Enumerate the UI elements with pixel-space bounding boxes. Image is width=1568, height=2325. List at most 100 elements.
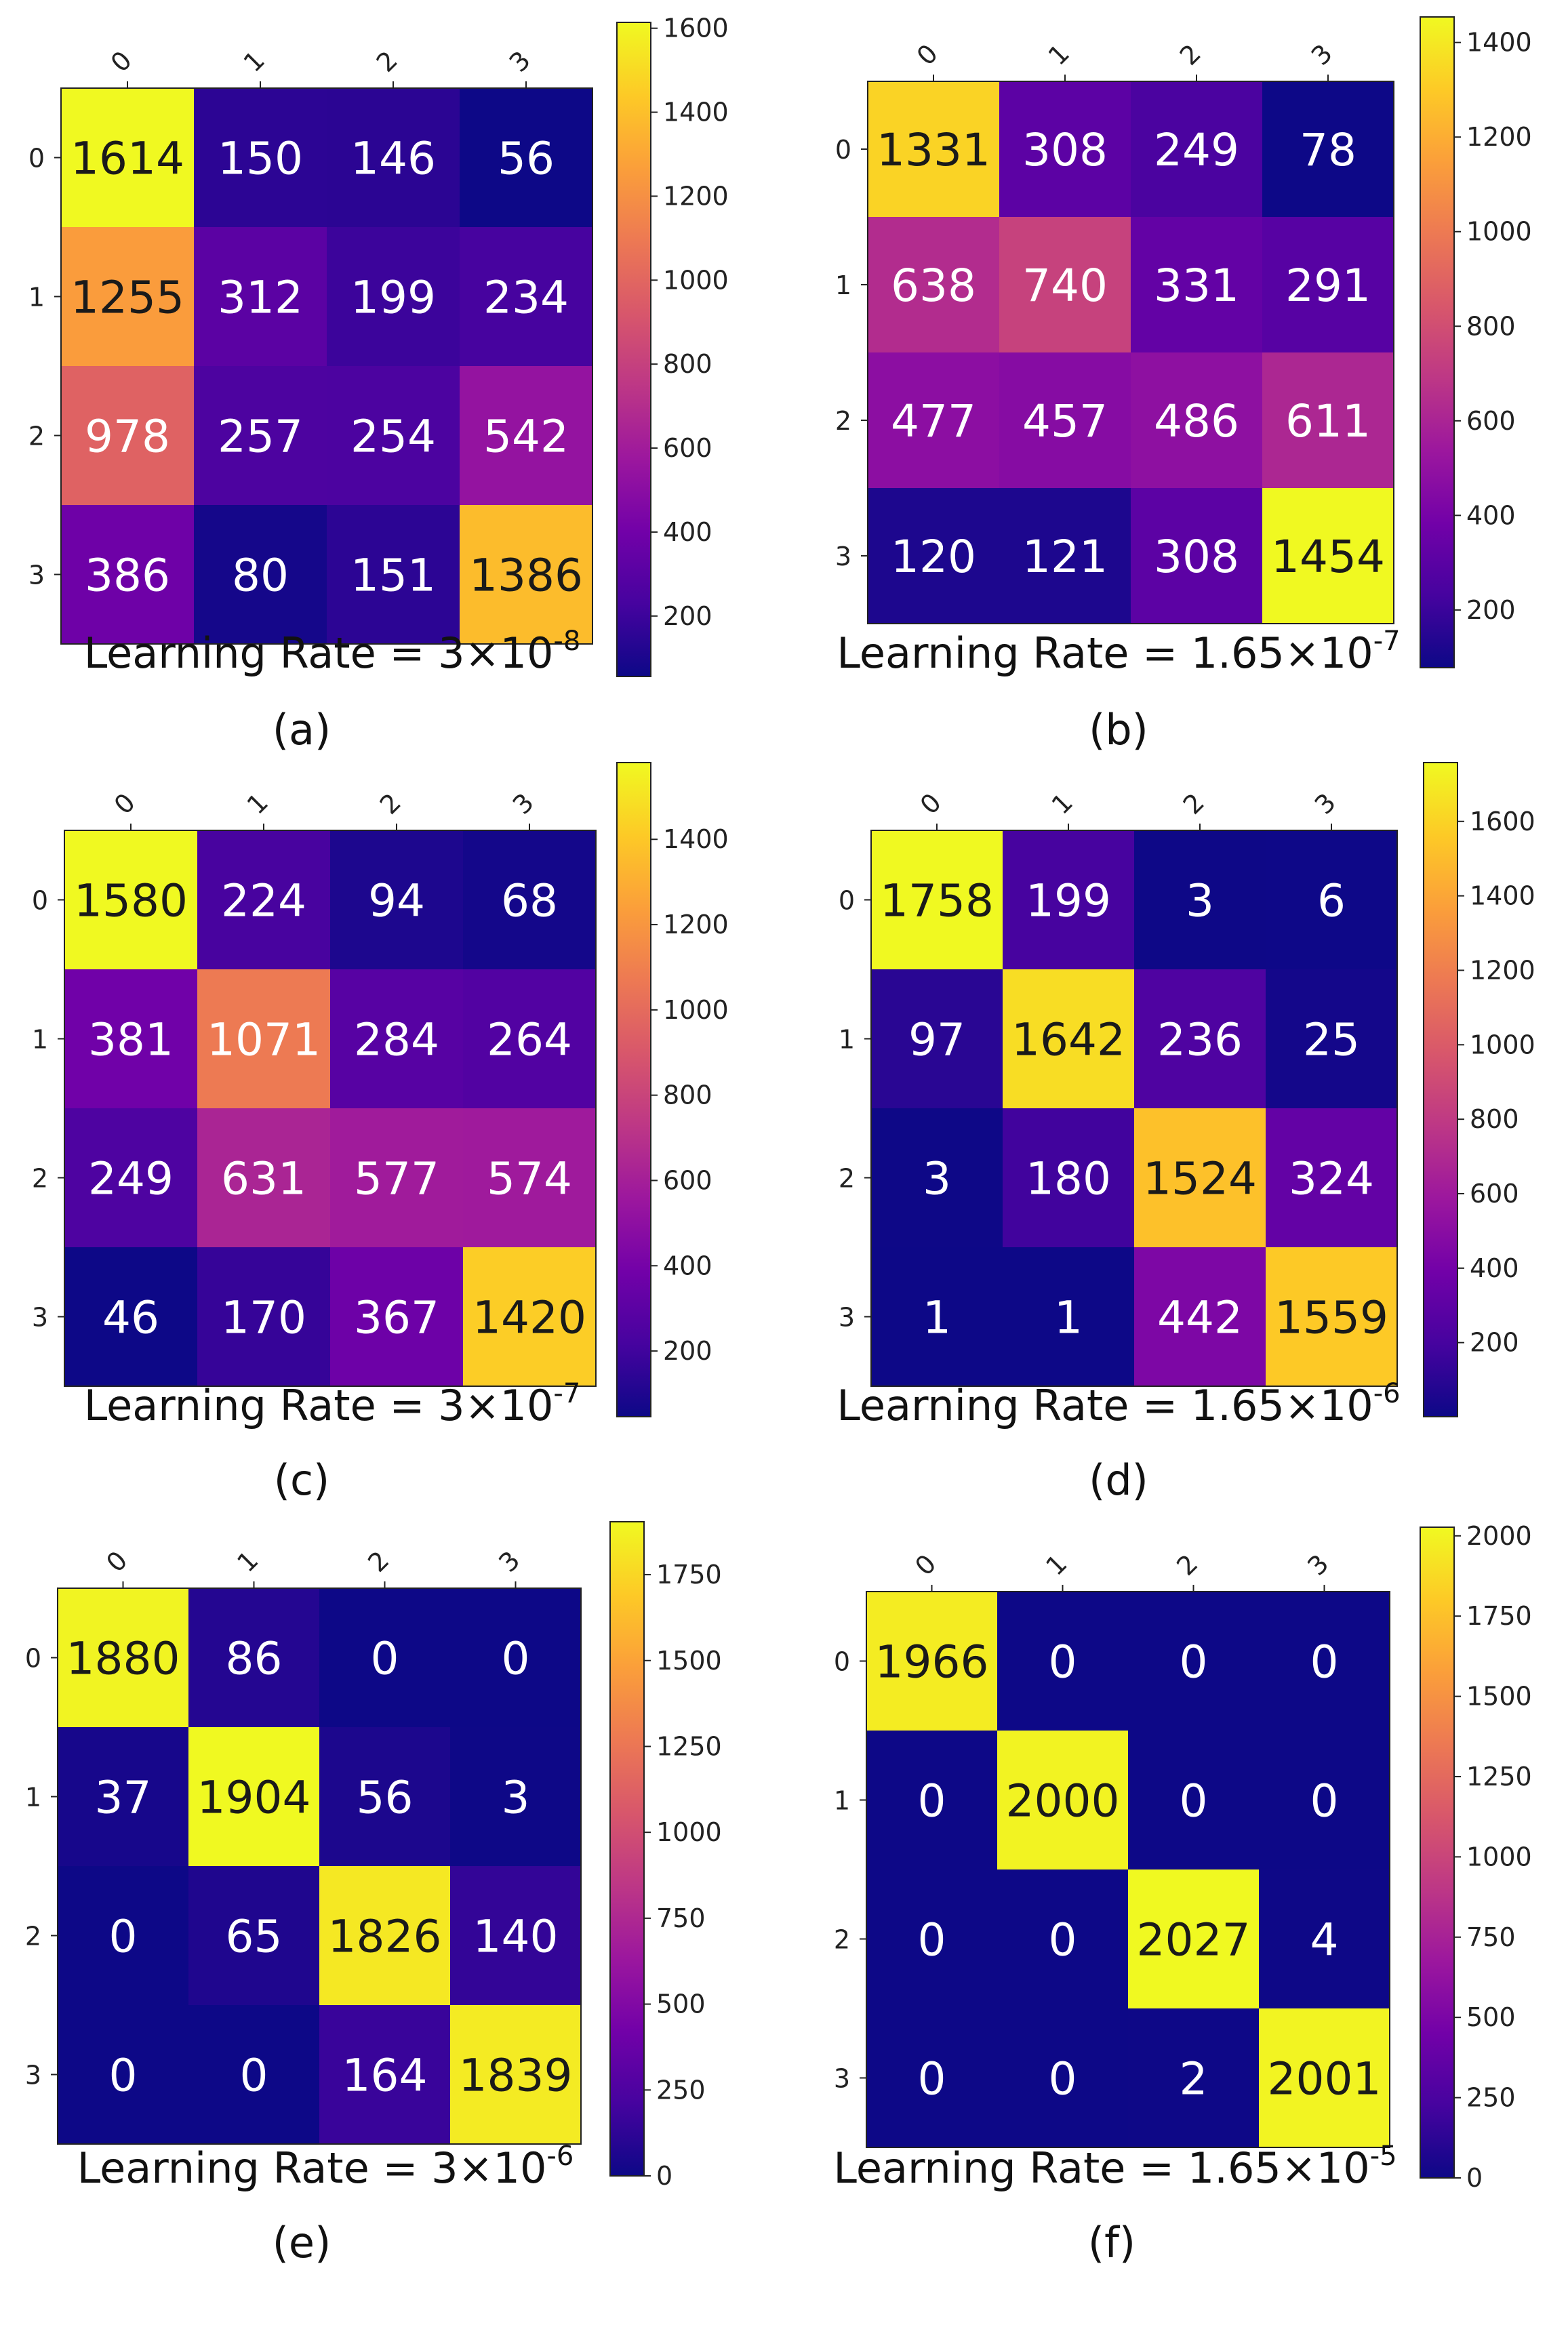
matrix-cell — [188, 1866, 320, 2006]
cell-value: 236 — [1157, 1014, 1243, 1066]
caption: Learning Rate = 3×10-7 — [84, 1378, 581, 1430]
cell-value: 1839 — [459, 2050, 573, 2102]
cell-value: 151 — [350, 550, 436, 602]
cell-value: 0 — [109, 2050, 138, 2102]
colorbar-tick-label: 1500 — [656, 1646, 722, 1676]
colorbar — [1423, 762, 1458, 1417]
x-tick-label: 0 — [914, 788, 947, 820]
matrix-cell — [463, 1247, 597, 1387]
x-tick-label: 2 — [362, 1545, 395, 1578]
cell-value: 1642 — [1011, 1014, 1125, 1066]
matrix-cell — [463, 1108, 597, 1248]
colorbar-tick-label: 1000 — [663, 995, 729, 1025]
matrix-cell — [58, 1727, 189, 1867]
cell-value: 0 — [371, 1633, 399, 1685]
panel-d: 1758 199 3 6 97 1642 236 25 3 180 1524 324 1 1 442 1559… — [837, 762, 1535, 1505]
matrix-cell — [319, 1727, 451, 1867]
caption-text: Learning Rate = 1.65×10 — [833, 2143, 1369, 2193]
colorbar — [1420, 1527, 1455, 2179]
colorbar-tick-label: 1000 — [663, 265, 729, 295]
colorbar — [616, 762, 651, 1417]
matrix-cell — [868, 352, 1000, 489]
cell-value: 1420 — [473, 1292, 586, 1344]
x-tick-label: 2 — [1174, 39, 1207, 71]
x-tick-label: 2 — [374, 788, 407, 820]
panel-label: (e) — [273, 2218, 331, 2267]
matrix-cell — [58, 2005, 189, 2145]
panel-label: (b) — [1089, 705, 1148, 754]
caption-text: Learning Rate = 1.65×10 — [837, 1381, 1373, 1430]
matrix-cell — [1131, 81, 1263, 218]
x-tick-label: 3 — [504, 45, 536, 78]
caption-text: Learning Rate = 3×10 — [84, 1381, 554, 1430]
matrix-cell — [1259, 1731, 1390, 1870]
matrix-cell — [1262, 352, 1394, 489]
y-tick-label: 2 — [25, 1922, 41, 1952]
matrix-cell — [194, 227, 327, 367]
colorbar-tick-label: 1400 — [663, 824, 729, 854]
panel-c: 1580 224 94 68 381 1071 284 264 249 631 577 574 46 17… — [32, 762, 729, 1505]
matrix-cell — [197, 830, 331, 970]
matrix-cell — [1259, 2008, 1390, 2148]
y-tick-label: 0 — [834, 1647, 850, 1677]
matrix-cell — [1131, 352, 1263, 489]
cell-value: 68 — [501, 875, 558, 927]
colorbar-tick-label: 600 — [1470, 1179, 1519, 1209]
matrix-cell — [1266, 969, 1398, 1109]
cell-value: 25 — [1303, 1014, 1360, 1066]
matrix-cell — [866, 1592, 998, 1731]
matrix-cell — [868, 488, 1000, 624]
matrix-cell — [1003, 1108, 1135, 1248]
y-tick-label: 0 — [835, 135, 851, 165]
cell-value: 577 — [354, 1153, 439, 1205]
cell-value: 631 — [221, 1153, 306, 1205]
matrix-cell — [330, 1247, 464, 1387]
matrix-cell — [1134, 1247, 1266, 1387]
cell-value: 120 — [891, 531, 976, 583]
cell-value: 264 — [487, 1014, 572, 1066]
y-tick-label: 2 — [834, 1925, 850, 1955]
cell-value: 308 — [1022, 124, 1108, 176]
cell-value: 170 — [221, 1292, 306, 1344]
matrix-cell — [1266, 1247, 1398, 1387]
cell-value: 442 — [1157, 1292, 1243, 1344]
colorbar-tick-label: 1000 — [1470, 1030, 1535, 1059]
matrix-cell — [999, 488, 1131, 624]
colorbar-tick-label: 400 — [663, 1251, 712, 1280]
colorbar-tick-label: 800 — [663, 349, 712, 379]
matrix-cell — [61, 366, 195, 506]
cell-value: 1386 — [469, 550, 583, 602]
caption-exponent: -6 — [546, 2141, 574, 2172]
cell-value: 1255 — [71, 272, 184, 324]
matrix-cell — [1259, 1592, 1390, 1731]
colorbar-tick-label: 1200 — [663, 181, 729, 211]
y-tick-label: 3 — [25, 2061, 41, 2090]
cell-value: 56 — [498, 133, 555, 185]
cell-value: 94 — [368, 875, 425, 927]
matrix-cell — [64, 830, 198, 970]
y-tick-label: 1 — [839, 1025, 855, 1055]
x-tick-label: 3 — [1306, 39, 1338, 71]
colorbar-tick-label: 200 — [1466, 595, 1516, 625]
cell-value: 2000 — [1006, 1775, 1120, 1827]
cell-value: 6 — [1317, 875, 1346, 927]
cell-value: 740 — [1022, 260, 1108, 312]
cell-value: 80 — [232, 550, 289, 602]
cell-value: 37 — [95, 1772, 152, 1824]
colorbar — [609, 1521, 645, 2177]
caption: Learning Rate = 3×10-6 — [77, 2141, 574, 2193]
y-tick-label: 0 — [25, 1644, 41, 1674]
y-tick-label: 1 — [835, 270, 851, 300]
cell-value: 146 — [350, 133, 436, 185]
colorbar-tick-label: 250 — [656, 2075, 706, 2105]
matrix-cell — [460, 505, 593, 645]
caption: Learning Rate = 3×10-8 — [84, 626, 581, 678]
matrix-cell — [194, 366, 327, 506]
cell-value: 0 — [1310, 1775, 1339, 1827]
matrix-cell — [319, 2005, 451, 2145]
x-tick-label: 1 — [238, 45, 270, 78]
colorbar — [616, 22, 651, 677]
y-tick-label: 3 — [32, 1303, 48, 1333]
x-tick-label: 3 — [507, 788, 540, 820]
matrix-cell — [319, 1866, 451, 2006]
